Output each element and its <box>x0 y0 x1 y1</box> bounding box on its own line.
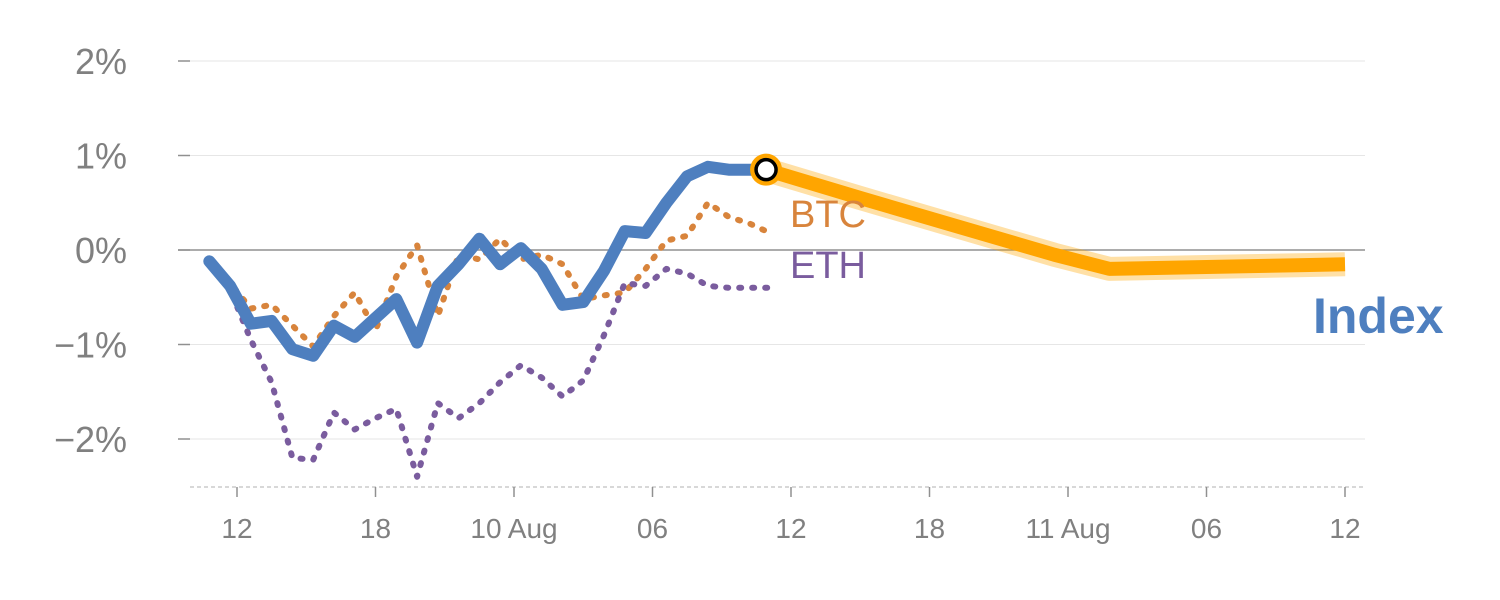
y-tick-label: 0% <box>75 230 127 271</box>
highlight-point <box>754 157 778 182</box>
y-tick-label: −1% <box>54 325 127 366</box>
x-tick-label: 06 <box>637 513 668 544</box>
series-line-index <box>203 160 777 362</box>
y-axis: 2% 1% 0% −1% −2% <box>54 41 190 460</box>
series-label-index: Index <box>1313 288 1444 344</box>
y-tick-label: 1% <box>75 136 127 177</box>
x-tick-label: 18 <box>914 513 945 544</box>
series-lines <box>203 158 1346 480</box>
grid-lines <box>178 60 1365 440</box>
x-tick-label: 11 Aug <box>1025 513 1110 544</box>
series-line-btc <box>206 199 774 350</box>
x-tick-label: 12 <box>1329 513 1360 544</box>
x-tick-label: 10 Aug <box>470 513 557 544</box>
x-tick-label: 18 <box>360 513 391 544</box>
x-tick-label: 12 <box>775 513 806 544</box>
series-label-eth: ETH <box>790 245 866 287</box>
x-tick-label: 12 <box>221 513 252 544</box>
y-tick-label: −2% <box>54 419 127 460</box>
series-line-forecast <box>764 162 1346 276</box>
y-tick-label: 2% <box>75 41 127 82</box>
highlight-layer <box>750 153 783 186</box>
series-line-eth <box>206 261 774 480</box>
series-labels: BTC ETH Index <box>790 194 1444 344</box>
x-tick-label: 06 <box>1191 513 1222 544</box>
series-label-btc: BTC <box>790 194 866 236</box>
x-axis: 12 18 10 Aug 06 12 18 11 Aug 06 12 <box>190 486 1365 544</box>
